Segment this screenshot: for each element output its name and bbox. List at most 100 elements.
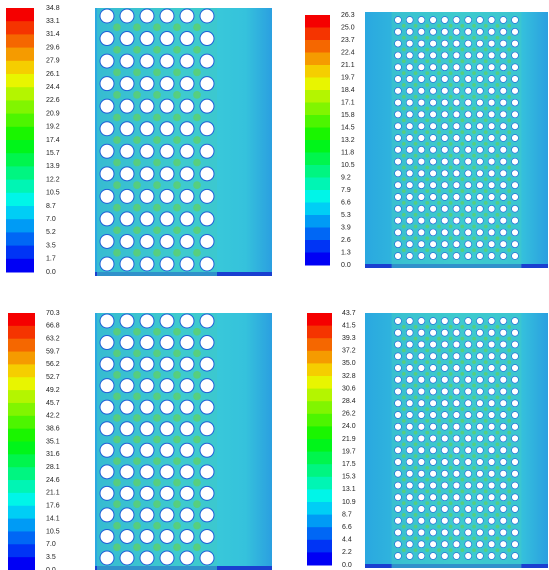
tube	[512, 423, 519, 430]
wake-spot	[113, 136, 121, 144]
wake-spot	[133, 522, 141, 530]
wake-spot	[472, 189, 476, 193]
wake-spot	[472, 142, 476, 146]
wake-spot	[460, 384, 464, 388]
wake-spot	[449, 71, 453, 75]
wake-spot	[133, 543, 141, 551]
tube	[395, 17, 402, 24]
wake-spot	[402, 478, 406, 482]
wake-spot	[402, 71, 406, 75]
tube	[430, 341, 437, 348]
wake-spot	[437, 419, 441, 423]
tube	[180, 144, 194, 158]
tube	[488, 388, 495, 395]
wake-spot	[496, 407, 500, 411]
wake-spot	[484, 431, 488, 435]
colorbar-block	[6, 193, 34, 207]
wake-spot	[173, 159, 181, 167]
tube	[441, 17, 448, 24]
tube	[441, 529, 448, 536]
tube	[453, 229, 460, 236]
tube	[140, 234, 154, 248]
tube	[430, 135, 437, 142]
wake-spot	[113, 414, 121, 422]
wake-spot	[460, 83, 464, 87]
tube	[430, 482, 437, 489]
wake-spot	[507, 107, 511, 111]
wake-spot	[507, 24, 511, 28]
wake-spot	[496, 59, 500, 63]
tube	[465, 64, 472, 71]
colorbar-label: 66.8	[46, 323, 60, 330]
tube	[395, 182, 402, 189]
wake-spot	[449, 419, 453, 423]
tube	[441, 365, 448, 372]
colorbar-label: 1.7	[46, 256, 56, 263]
tube	[500, 470, 507, 477]
wake-spot	[425, 166, 429, 170]
wake-spot	[414, 189, 418, 193]
tube	[395, 412, 402, 419]
tube	[441, 423, 448, 430]
tube	[418, 353, 425, 360]
tube	[465, 40, 472, 47]
tube	[441, 412, 448, 419]
tube	[430, 423, 437, 430]
tube	[406, 123, 413, 130]
wake-spot	[133, 181, 141, 189]
wake-spot	[449, 24, 453, 28]
tube	[477, 341, 484, 348]
wake-spot	[484, 71, 488, 75]
tube	[430, 365, 437, 372]
colorbar-block	[8, 506, 35, 519]
tube	[100, 99, 114, 113]
colorbar-label: 23.7	[341, 37, 355, 44]
colorbar-block	[8, 519, 35, 532]
tube	[453, 329, 460, 336]
colorbar-label: 18.4	[341, 87, 355, 94]
wake-spot	[133, 436, 141, 444]
tube	[453, 388, 460, 395]
tube	[418, 541, 425, 548]
tube	[500, 341, 507, 348]
tube	[477, 28, 484, 35]
wake-spot	[484, 36, 488, 40]
tube	[441, 253, 448, 260]
tube	[430, 170, 437, 177]
wake-spot	[484, 384, 488, 388]
wake-spot	[113, 393, 121, 401]
colorbar-block	[6, 166, 34, 180]
tube	[465, 400, 472, 407]
tube	[465, 365, 472, 372]
wake-spot	[460, 513, 464, 517]
wake-spot	[437, 107, 441, 111]
tube	[512, 494, 519, 501]
wake-spot	[402, 454, 406, 458]
colorbar-block	[8, 454, 35, 467]
wake-spot	[425, 443, 429, 447]
wake-spot	[425, 59, 429, 63]
colorbar-block	[6, 140, 34, 154]
wake-spot	[193, 136, 201, 144]
wake-spot	[449, 36, 453, 40]
tube	[500, 64, 507, 71]
wake-spot	[449, 360, 453, 364]
tube	[477, 482, 484, 489]
tube	[418, 459, 425, 466]
wake-spot	[425, 142, 429, 146]
tube	[512, 170, 519, 177]
wake-spot	[496, 118, 500, 122]
tube	[441, 182, 448, 189]
wake-spot	[153, 114, 161, 122]
tube	[453, 111, 460, 118]
wake-spot	[472, 236, 476, 240]
wake-spot	[507, 431, 511, 435]
tube	[395, 28, 402, 35]
tube	[200, 443, 214, 457]
wake-spot	[153, 328, 161, 336]
wake-spot	[437, 466, 441, 470]
colorbar-block	[307, 414, 332, 427]
tube	[140, 54, 154, 68]
wake-spot	[193, 46, 201, 54]
wake-spot	[496, 83, 500, 87]
